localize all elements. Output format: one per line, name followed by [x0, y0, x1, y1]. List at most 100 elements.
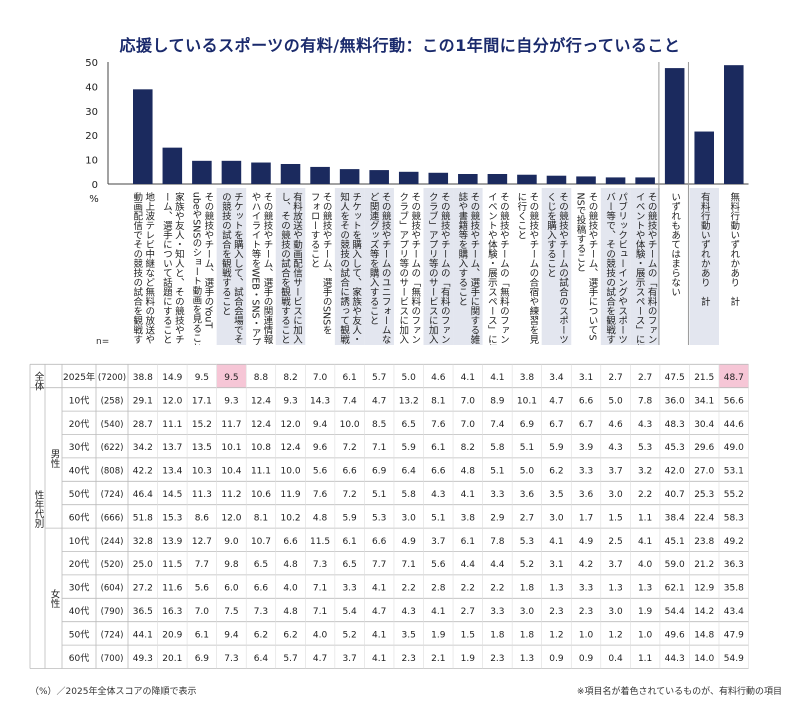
- table-cell: 13.5: [192, 443, 212, 453]
- table-cell: 9.5: [224, 373, 238, 383]
- table-cell: 34.1: [694, 396, 714, 406]
- bar: [310, 166, 330, 184]
- table-cell: 4.0: [283, 584, 298, 594]
- table-cell: 30.4: [694, 420, 714, 430]
- table-cell: 3.0: [402, 513, 417, 523]
- table-cell: 9.3: [224, 396, 238, 406]
- row-age-label: 50代: [69, 489, 89, 500]
- table-cell: 6.4: [254, 654, 269, 664]
- table-cell: 0.4: [608, 654, 623, 664]
- table-cell: 5.8: [490, 443, 505, 453]
- table-cell: 10.2: [281, 513, 301, 523]
- table-cell: 36.5: [133, 607, 153, 617]
- table-cell: 55.2: [724, 490, 744, 500]
- category-label: その競技やチーム、選手のYouTubeやSNSのショート動画を見ること: [190, 192, 214, 345]
- row-age-label: 20代: [69, 559, 89, 570]
- category-label-line: 動画配信でその競技の試合を観戦すること: [131, 192, 143, 345]
- table-cell: 5.9: [549, 443, 564, 453]
- table-cell: 6.1: [195, 630, 209, 640]
- row-n-label: (622): [101, 443, 124, 453]
- footnote-left: （%）／2025年全体スコアの降順で表示: [30, 687, 197, 697]
- table-cell: 6.6: [283, 537, 298, 547]
- table-cell: 6.9: [195, 654, 210, 664]
- table-cell: 2.7: [461, 607, 475, 617]
- table-cell: 11.3: [192, 490, 212, 500]
- table-cell: 2.7: [638, 373, 652, 383]
- table-cell: 3.2: [638, 467, 652, 477]
- table-cell: 13.4: [162, 467, 182, 477]
- category-label-line: チケットを購入して、家族や友人・: [350, 192, 362, 344]
- category-label-line: その競技やチームの「無料のファン: [498, 192, 510, 344]
- table-cell: 1.2: [608, 630, 622, 640]
- table-cell: 35.8: [724, 584, 744, 594]
- category-label: 有料放送や動画配信サービスに加入し、その競技の試合を観戦すること: [279, 191, 303, 344]
- paid-column-bg: [600, 188, 631, 345]
- table-cell: 1.1: [638, 513, 652, 523]
- table-cell: 44.3: [665, 654, 685, 664]
- table-cell: 6.9: [520, 420, 535, 430]
- table-cell: 4.9: [579, 537, 594, 547]
- table-cell: 12.4: [281, 443, 301, 453]
- table-cell: 46.4: [133, 490, 153, 500]
- category-label-line: NSで投稿すること: [575, 192, 587, 272]
- table-cell: 5.1: [520, 443, 534, 453]
- table-cell: 25.0: [133, 560, 153, 570]
- table-cell: 5.6: [431, 560, 446, 570]
- table-cell: 5.3: [520, 537, 534, 547]
- category-label-line: くじを購入すること: [545, 192, 557, 278]
- table-cell: 13.9: [162, 537, 182, 547]
- table-cell: 7.4: [490, 420, 505, 430]
- category-label-line: 知人をその競技の試合に誘って観戦すること: [338, 191, 350, 345]
- table-cell: 3.8: [520, 373, 535, 383]
- table-cell: 2.3: [579, 607, 593, 617]
- table-cell: 23.8: [694, 537, 714, 547]
- table-cell: 3.0: [608, 607, 623, 617]
- category-label: パブリックビューイングやスポーツバー等で、その競技の試合を観戦すること: [604, 192, 628, 345]
- table-cell: 1.8: [520, 630, 535, 640]
- table-cell: 4.1: [372, 630, 386, 640]
- category-label-line: パブリックビューイングやスポーツ: [616, 192, 628, 344]
- table-cell: 3.3: [579, 467, 593, 477]
- table-cell: 14.5: [162, 490, 182, 500]
- table-cell: 49.3: [133, 654, 153, 664]
- table-cell: 7.1: [372, 443, 386, 453]
- category-label-line: フォローすること: [309, 192, 321, 268]
- table-cell: 3.6: [520, 490, 535, 500]
- bar: [605, 177, 626, 184]
- table-cell: 7.2: [342, 490, 356, 500]
- table-cell: 3.3: [342, 584, 356, 594]
- group-label-female: 女性: [49, 589, 61, 610]
- table-cell: 20.1: [162, 654, 182, 664]
- category-label: 有料行動いずれかあり 計: [699, 191, 711, 307]
- table-cell: 11.5: [310, 537, 330, 547]
- bar: [162, 147, 183, 184]
- table-cell: 49.0: [724, 443, 744, 453]
- table-cell: 0.9: [579, 654, 594, 664]
- y-tick-label: 10: [85, 156, 98, 167]
- table-cell: 4.1: [638, 537, 652, 547]
- y-tick-label: 40: [85, 82, 98, 93]
- table-cell: 48.7: [724, 373, 744, 383]
- category-label-line: に行くこと: [515, 192, 527, 240]
- table-cell: 4.8: [461, 467, 476, 477]
- row-n-label: (520): [101, 560, 124, 570]
- category-label-line: バー等で、その競技の試合を観戦すること: [604, 192, 616, 345]
- table-cell: 14.8: [694, 630, 714, 640]
- table-cell: 8.2: [461, 443, 475, 453]
- table-cell: 4.7: [313, 654, 327, 664]
- table-cell: 43.4: [724, 607, 744, 617]
- table-cell: 7.3: [313, 560, 327, 570]
- table-cell: 6.0: [224, 584, 239, 594]
- table-cell: 4.2: [579, 560, 593, 570]
- segment-label: 性年代別: [33, 489, 45, 529]
- table-cell: 9.5: [195, 373, 209, 383]
- category-label-line: やハイライト等をWEB・SNS・アプリ等で見ること: [249, 192, 261, 345]
- table-cell: 3.3: [490, 490, 504, 500]
- category-label-line: その競技やチームのユニフォームな: [380, 192, 392, 344]
- table-cell: 54.4: [665, 607, 685, 617]
- table-cell: 1.3: [638, 584, 652, 594]
- paid-column-bg: [541, 188, 572, 345]
- table-cell: 10.0: [281, 467, 301, 477]
- table-cell: 4.1: [372, 654, 386, 664]
- table-cell: 3.1: [579, 373, 593, 383]
